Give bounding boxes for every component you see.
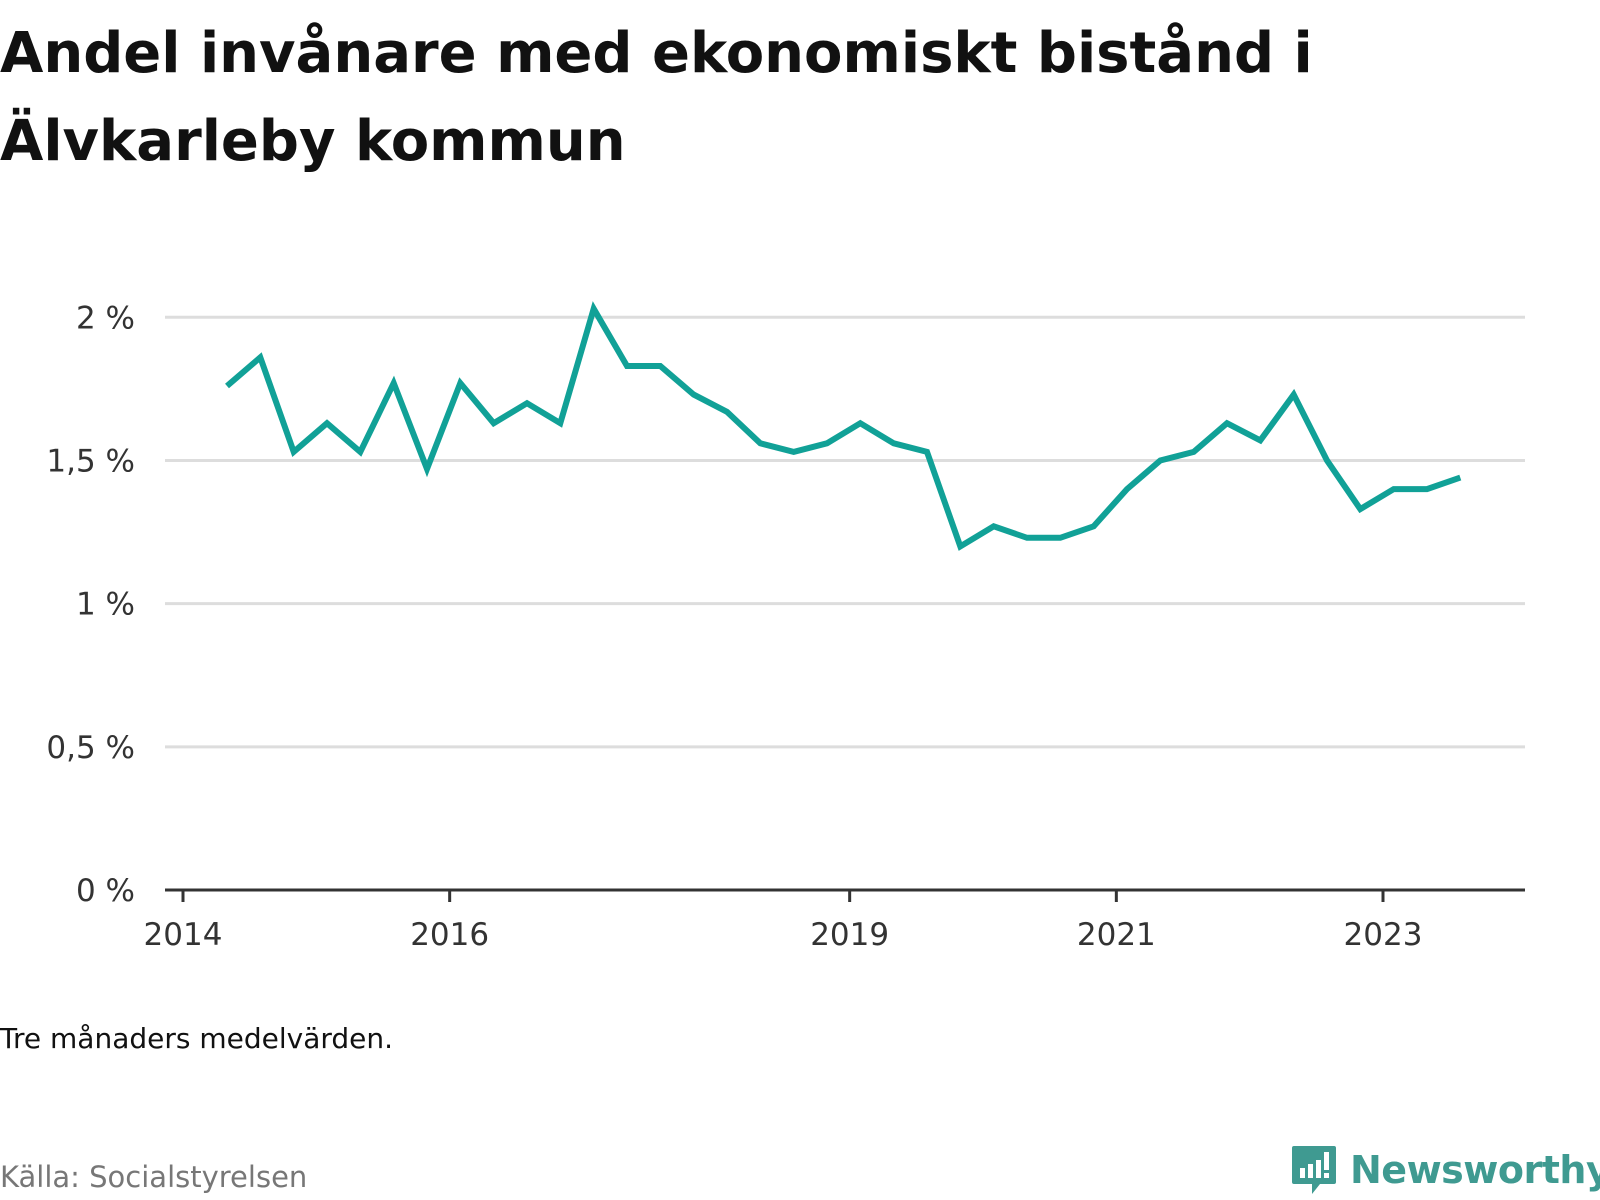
x-tick-label: 2019 [810,917,889,953]
x-axis [165,888,1525,902]
y-tick-label: 0 % [76,873,135,909]
y-axis-tick-labels: 0 % 0,5 % 1 % 1,5 % 2 % [46,300,135,909]
x-axis-tick-labels: 2014 2016 2019 2021 2023 [144,917,1423,953]
y-tick-label: 2 % [76,300,135,336]
x-tick-label: 2023 [1344,917,1423,953]
y-tick-label: 0,5 % [46,730,135,766]
newsworthy-logo[interactable]: Newsworthy [1290,1140,1600,1200]
x-tick-label: 2014 [144,917,223,953]
source-label: Källa: Socialstyrelsen [0,1160,308,1194]
y-tick-label: 1,5 % [46,443,135,479]
chart-note: Tre månaders medelvärden. [0,1022,394,1055]
series-line-layer [225,301,1462,551]
gridlines [165,315,1525,749]
series-line [225,301,1462,551]
line-chart: 0 % 0,5 % 1 % 1,5 % 2 % 2014 2016 2019 2021 2023 [46,300,1525,953]
chart-title: Andel invånare med ekonomiskt bistånd i … [0,21,1313,174]
newsworthy-logo-text: Newsworthy [1350,1148,1600,1192]
y-tick-label: 1 % [76,587,135,623]
x-tick-label: 2021 [1077,917,1156,953]
newsworthy-logo-icon [1292,1146,1336,1194]
x-tick-label: 2016 [410,917,489,953]
